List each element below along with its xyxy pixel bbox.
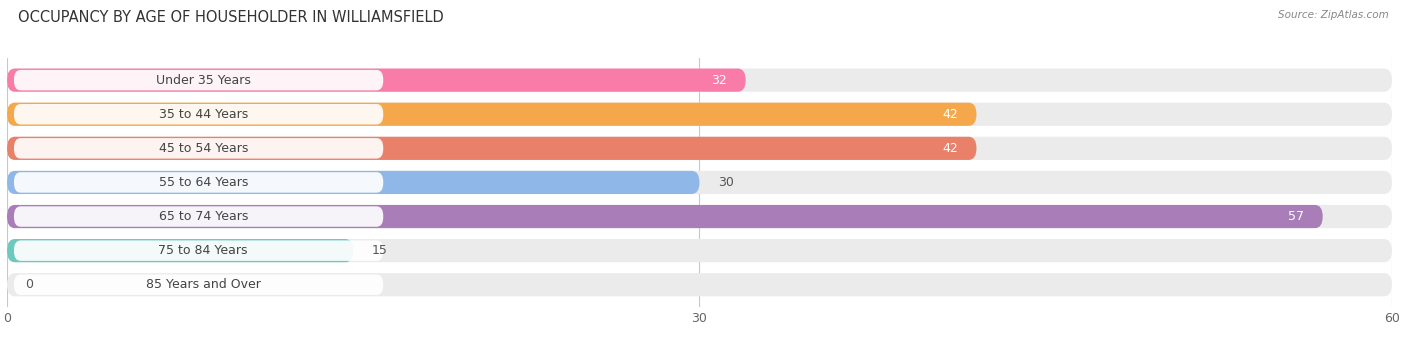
Text: 0: 0 — [25, 278, 34, 291]
FancyBboxPatch shape — [7, 69, 1392, 92]
FancyBboxPatch shape — [7, 273, 1392, 296]
Text: 35 to 44 Years: 35 to 44 Years — [159, 108, 247, 121]
FancyBboxPatch shape — [7, 205, 1323, 228]
FancyBboxPatch shape — [7, 171, 700, 194]
Text: 57: 57 — [1288, 210, 1305, 223]
Text: 42: 42 — [942, 108, 957, 121]
FancyBboxPatch shape — [14, 275, 384, 295]
Text: 42: 42 — [942, 142, 957, 155]
Text: Under 35 Years: Under 35 Years — [156, 74, 250, 87]
Text: 65 to 74 Years: 65 to 74 Years — [159, 210, 247, 223]
Text: 45 to 54 Years: 45 to 54 Years — [159, 142, 247, 155]
Text: 55 to 64 Years: 55 to 64 Years — [159, 176, 247, 189]
FancyBboxPatch shape — [7, 103, 977, 126]
FancyBboxPatch shape — [7, 69, 745, 92]
FancyBboxPatch shape — [7, 171, 1392, 194]
FancyBboxPatch shape — [14, 70, 384, 90]
Text: 75 to 84 Years: 75 to 84 Years — [159, 244, 247, 257]
FancyBboxPatch shape — [7, 137, 977, 160]
Text: Source: ZipAtlas.com: Source: ZipAtlas.com — [1278, 10, 1389, 20]
Text: 15: 15 — [371, 244, 388, 257]
Text: 30: 30 — [718, 176, 734, 189]
FancyBboxPatch shape — [7, 239, 353, 262]
Text: 32: 32 — [711, 74, 727, 87]
FancyBboxPatch shape — [14, 172, 384, 193]
FancyBboxPatch shape — [7, 103, 1392, 126]
FancyBboxPatch shape — [14, 138, 384, 159]
Text: OCCUPANCY BY AGE OF HOUSEHOLDER IN WILLIAMSFIELD: OCCUPANCY BY AGE OF HOUSEHOLDER IN WILLI… — [18, 10, 444, 25]
FancyBboxPatch shape — [7, 205, 1392, 228]
FancyBboxPatch shape — [14, 104, 384, 124]
FancyBboxPatch shape — [7, 137, 1392, 160]
FancyBboxPatch shape — [14, 206, 384, 227]
FancyBboxPatch shape — [14, 240, 384, 261]
FancyBboxPatch shape — [7, 239, 1392, 262]
Text: 85 Years and Over: 85 Years and Over — [146, 278, 260, 291]
